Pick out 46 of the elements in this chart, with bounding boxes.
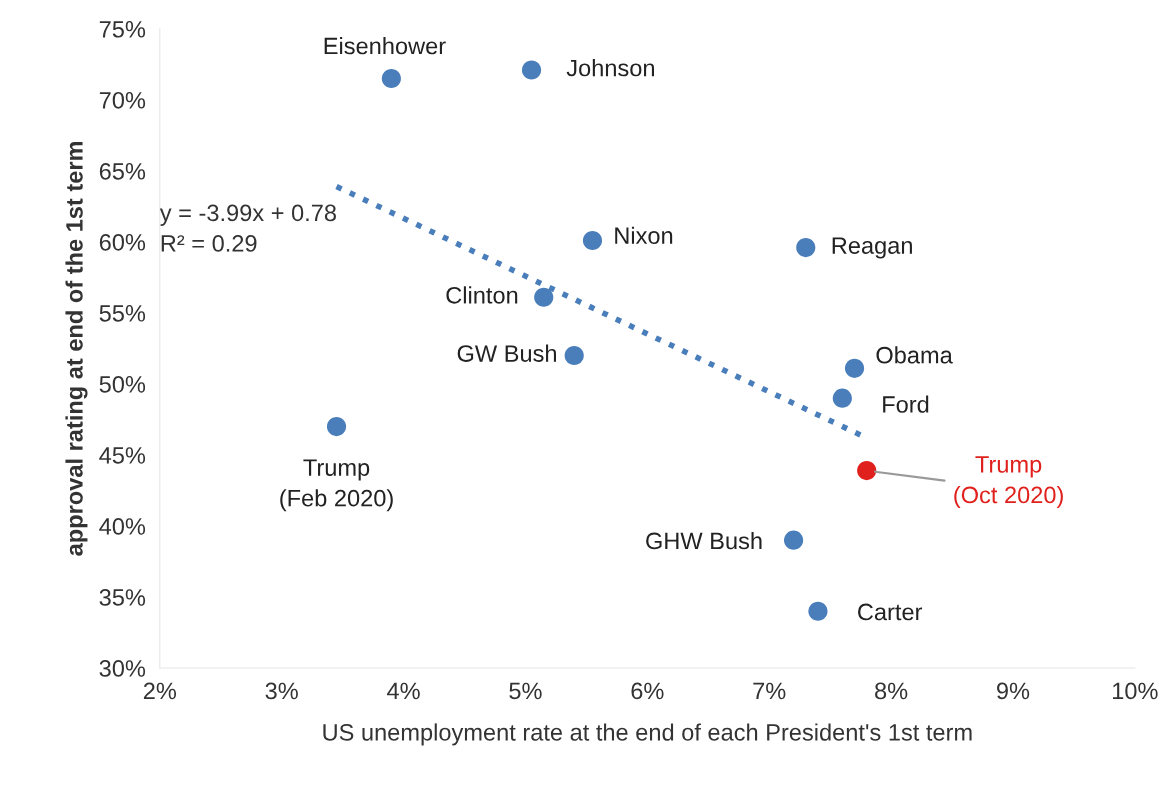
x-tick-label: 8% xyxy=(875,682,908,700)
y-axis-title: approval rating at end of the 1st term xyxy=(65,141,88,556)
data-label: Clinton xyxy=(446,286,518,304)
y-tick-label: 65% xyxy=(99,162,146,180)
y-tick-label: 75% xyxy=(99,21,146,38)
point xyxy=(857,461,877,481)
x-tick-label: 3% xyxy=(265,682,298,700)
point xyxy=(844,358,865,378)
data-label: Nixon xyxy=(615,226,673,245)
x-axis-title: US unemployment rate at the end of each President's 1st term xyxy=(323,723,972,746)
point xyxy=(381,68,401,89)
point xyxy=(832,388,852,408)
point xyxy=(521,60,542,80)
data-label: Johnson xyxy=(566,59,654,77)
point xyxy=(582,230,603,251)
data-label: Trump (Feb 2020) xyxy=(280,459,393,512)
data-label: Ford xyxy=(883,395,929,413)
y-tick-label: 50% xyxy=(99,376,146,393)
x-tick-label: 6% xyxy=(631,682,664,700)
y-tick-label: 30% xyxy=(99,660,146,677)
point xyxy=(796,238,816,258)
x-tick-label: 2% xyxy=(143,682,177,700)
point xyxy=(534,287,554,307)
point xyxy=(808,601,828,621)
x-tick-label: 10% xyxy=(1113,682,1158,700)
x-tick-label: 7% xyxy=(753,682,786,700)
data-label: Carter xyxy=(858,603,923,621)
x-tick-label: 5% xyxy=(509,682,542,700)
y-tick-label: 60% xyxy=(99,233,146,251)
y-tick-label: 45% xyxy=(99,447,146,464)
data-label: GHW Bush xyxy=(646,531,762,550)
data-label: Eisenhower xyxy=(324,36,446,55)
x-tick-label: 9% xyxy=(997,682,1030,700)
data-label: Reagan xyxy=(832,237,912,259)
point xyxy=(326,416,347,437)
y-tick-label: 70% xyxy=(99,91,146,109)
point xyxy=(564,345,584,366)
annotation: y = -3.99x + 0.78 R² = 0.29 xyxy=(159,204,336,252)
data-label: GW Bush xyxy=(457,344,556,362)
point xyxy=(784,530,804,550)
y-tick-label: 35% xyxy=(99,589,146,606)
x-tick-label: 4% xyxy=(387,682,420,700)
data-label: Obama xyxy=(876,346,953,364)
y-tick-label: 40% xyxy=(99,518,146,535)
data-label: Trump (Oct 2020) xyxy=(954,456,1063,508)
y-tick-label: 55% xyxy=(99,305,146,322)
